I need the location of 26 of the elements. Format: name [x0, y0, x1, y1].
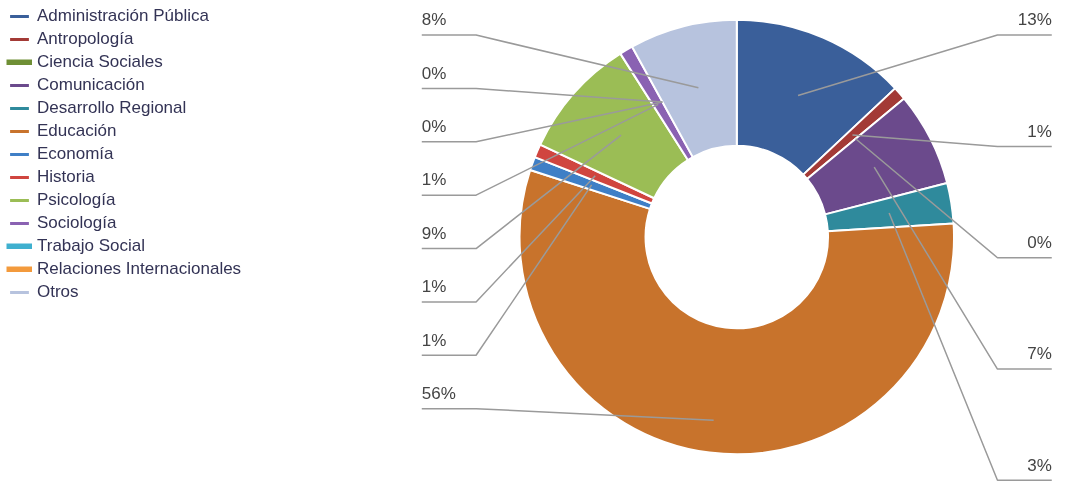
legend-label: Relaciones Internacionales [37, 259, 242, 279]
legend-label: Educación [37, 121, 117, 141]
legend-label: Historia [37, 167, 95, 187]
data-label: 1% [421, 330, 447, 350]
text: 0% [421, 63, 447, 83]
data-label: 1% [421, 277, 447, 297]
data-label: 56% [421, 383, 456, 403]
data-label: 1% [421, 170, 447, 190]
legend-label: Ciencia Sociales [37, 52, 163, 72]
text: 0% [1027, 233, 1052, 252]
data-label: 13% [1017, 10, 1052, 30]
legend-label: Otros [37, 282, 79, 302]
legend-label: Desarrollo Regional [37, 98, 187, 118]
data-label: 3% [1027, 455, 1052, 475]
legend-label: Sociología [37, 213, 117, 233]
data-label: 1% [1027, 121, 1052, 141]
data-label: 8% [421, 10, 447, 30]
text: 0% [421, 117, 447, 137]
legend-label: Administración Pública [37, 6, 209, 26]
legend-label: Trabajo Social [37, 236, 146, 256]
legend-label: Psicología [37, 190, 116, 210]
data-label: 7% [1027, 344, 1052, 364]
legend-label: Economía [37, 144, 114, 164]
legend-label: Comunicación [37, 75, 145, 95]
legend-label: Antropología [37, 29, 134, 49]
data-label: 9% [421, 223, 447, 243]
